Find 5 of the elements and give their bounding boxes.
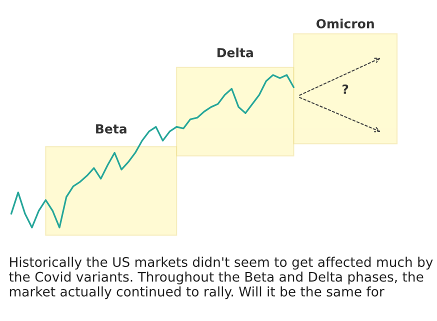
text: Delta — [218, 48, 253, 58]
annotation: Beta — [96, 124, 126, 134]
text: Omicron — [316, 18, 374, 28]
text: ? — [342, 84, 348, 94]
text: Historically the US markets didn't seem to get affected much by the Covid variants. Throughout the Beta and Delta phases, the market actually continued to rally. Will it be the same for — [9, 256, 433, 300]
